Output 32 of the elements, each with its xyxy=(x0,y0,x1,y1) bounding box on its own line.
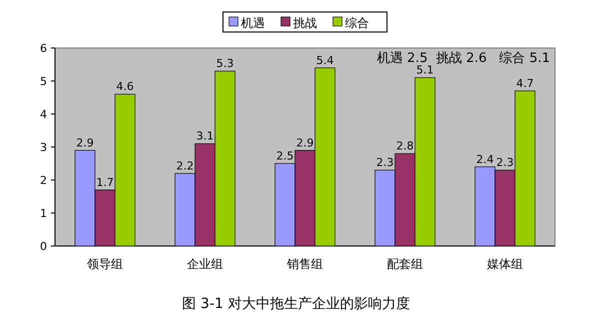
data-label: 5.4 xyxy=(316,54,334,67)
data-label: 4.7 xyxy=(516,76,534,90)
x-tick-label: 销售组 xyxy=(286,257,323,271)
text: 图 3-1 对大中拖生产企业的影响力度 xyxy=(182,296,410,312)
data-label: 2.3 xyxy=(376,156,394,170)
data-label: 2.5 xyxy=(276,150,294,162)
y-tick-label: 1 xyxy=(40,207,47,220)
annotation: 机遇 2.5 挑战 2.6 综合 5.1 xyxy=(376,51,550,66)
data-label: 4.6 xyxy=(116,80,134,94)
legend-label: 机遇 xyxy=(241,16,265,30)
data-label: 2.2 xyxy=(176,159,194,172)
x-tick-label: 配套组 xyxy=(387,257,423,271)
data-label: 2.3 xyxy=(496,156,514,170)
legend-label: 综合 xyxy=(345,16,369,30)
y-tick-label: 0 xyxy=(40,240,47,253)
data-label: 2.9 xyxy=(76,136,94,150)
data-label: 5.3 xyxy=(216,57,234,70)
y-tick-label: 6 xyxy=(40,42,47,55)
data-label: 2.8 xyxy=(396,140,414,153)
x-tick-label: 领导组 xyxy=(87,257,123,271)
y-tick-label: 4 xyxy=(40,108,47,121)
data-label: 5.1 xyxy=(416,64,434,77)
data-label: 2.4 xyxy=(476,152,494,166)
y-tick-label: 2 xyxy=(40,174,47,187)
y-tick-label: 3 xyxy=(40,141,47,154)
x-tick-label: 媒体组 xyxy=(487,257,523,271)
x-tick-label: 企业组 xyxy=(187,257,223,271)
data-label: 1.7 xyxy=(96,176,114,189)
legend-label: 挑战 xyxy=(293,16,317,30)
y-tick-label: 5 xyxy=(40,75,47,88)
data-label: 3.1 xyxy=(196,130,214,143)
data-label: 2.9 xyxy=(296,136,314,150)
